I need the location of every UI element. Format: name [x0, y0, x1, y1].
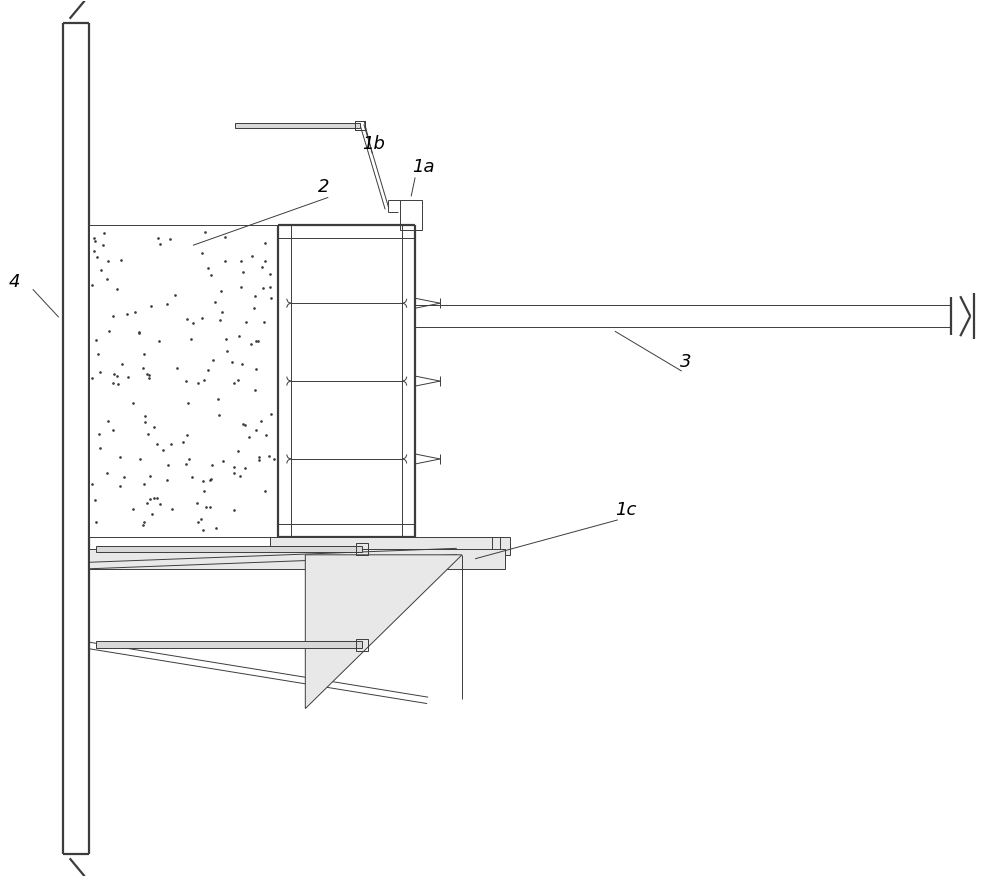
Bar [356, 543, 368, 555]
Text: 2: 2 [318, 178, 330, 196]
Text: 1b: 1b [362, 135, 385, 153]
Bar [89, 549, 505, 569]
Bar [235, 123, 360, 129]
Text: 1a: 1a [412, 159, 435, 176]
Bar [400, 200, 422, 231]
Bar [270, 537, 510, 555]
Text: 1c: 1c [615, 501, 636, 519]
Bar [355, 120, 365, 131]
Bar [96, 641, 362, 648]
Text: 3: 3 [680, 353, 691, 371]
Bar [355, 120, 365, 131]
Text: 4: 4 [9, 274, 20, 291]
Polygon shape [305, 555, 462, 709]
Bar [96, 545, 362, 552]
Bar [89, 225, 278, 537]
Bar [356, 638, 368, 651]
